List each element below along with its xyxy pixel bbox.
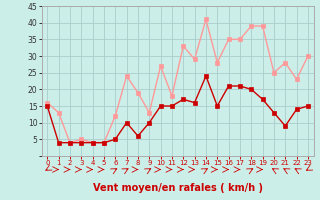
X-axis label: Vent moyen/en rafales ( km/h ): Vent moyen/en rafales ( km/h ) [92, 183, 263, 193]
